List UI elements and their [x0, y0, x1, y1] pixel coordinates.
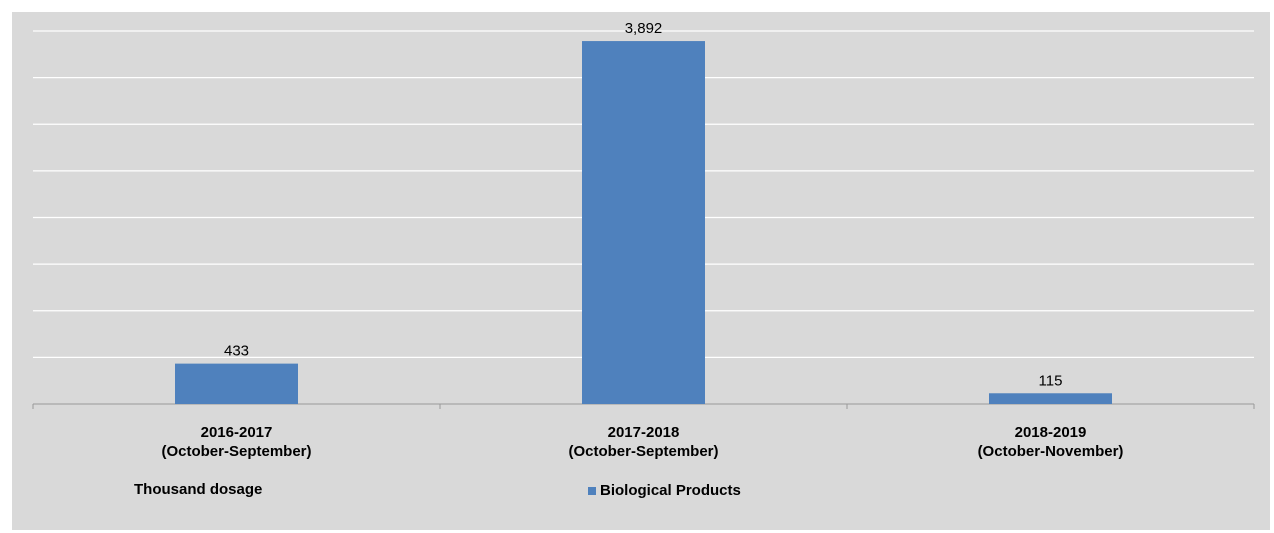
x-tick-label-2: 2017-2018 [608, 424, 680, 441]
x-tick-label-1: 2016-2017 [201, 424, 273, 441]
x-tick-sublabel-2: (October-September) [568, 443, 718, 460]
bar-2 [582, 41, 705, 405]
x-tick-sublabel-3: (October-November) [978, 443, 1124, 460]
bar-1 [175, 363, 298, 404]
unit-note: Thousand dosage [134, 481, 263, 498]
data-label-2: 3,892 [625, 20, 663, 37]
x-tick-sublabel-1: (October-September) [161, 443, 311, 460]
data-label-3: 115 [1039, 372, 1063, 389]
legend: Biological Products [588, 482, 741, 499]
data-label-1: 433 [224, 343, 249, 360]
bar-3 [989, 393, 1112, 404]
legend-label: Biological Products [600, 482, 741, 499]
x-tick-label-3: 2018-2019 [1015, 424, 1087, 441]
legend-swatch [588, 486, 596, 495]
